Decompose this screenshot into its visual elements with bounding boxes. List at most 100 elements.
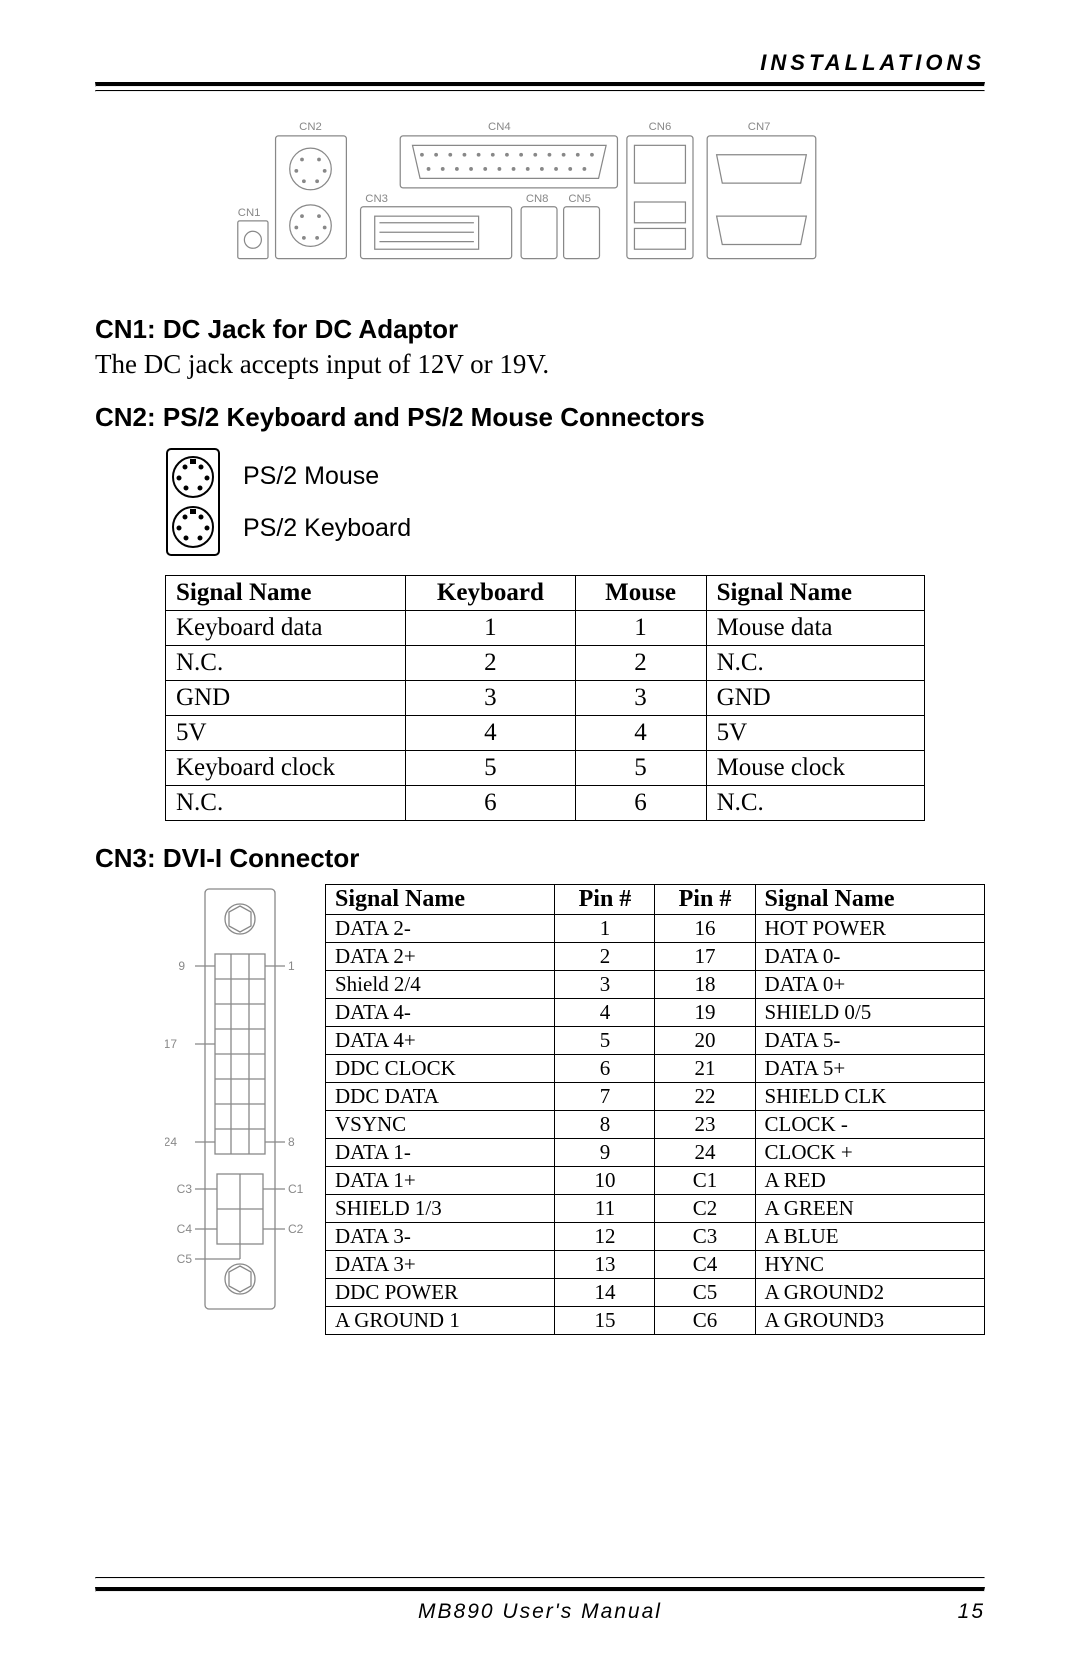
table-cell: HOT POWER <box>755 915 985 943</box>
header-rule-thick <box>95 82 985 87</box>
table-cell: DATA 3+ <box>326 1251 555 1279</box>
svg-text:C4: C4 <box>177 1222 193 1236</box>
table-cell: C3 <box>655 1223 755 1251</box>
table-cell: Mouse clock <box>706 751 924 786</box>
table-cell: Keyboard data <box>166 611 406 646</box>
svg-text:C5: C5 <box>177 1252 193 1266</box>
table-cell: A GROUND3 <box>755 1307 985 1335</box>
diagram-label-cn3: CN3 <box>365 193 388 205</box>
table-cell: 20 <box>655 1027 755 1055</box>
table-cell: 16 <box>655 915 755 943</box>
table-cell: 2 <box>406 646 575 681</box>
rear-panel-diagram: CN2 CN1 CN3 CN4 CN5 CN6 CN7 CN8 <box>220 117 860 292</box>
table-cell: A RED <box>755 1167 985 1195</box>
table-cell: 14 <box>555 1279 655 1307</box>
table-cell: A GROUND2 <box>755 1279 985 1307</box>
table-cell: DATA 2+ <box>326 943 555 971</box>
diagram-label-cn8: CN8 <box>526 193 549 205</box>
svg-text:C2: C2 <box>288 1222 304 1236</box>
table-cell: 21 <box>655 1055 755 1083</box>
table-cell: 23 <box>655 1111 755 1139</box>
table-cell: 7 <box>555 1083 655 1111</box>
table-cell: 5 <box>575 751 706 786</box>
table-row: DDC CLOCK621DATA 5+ <box>326 1055 985 1083</box>
cn1-title: CN1: DC Jack for DC Adaptor <box>95 314 985 345</box>
table-cell: 1 <box>555 915 655 943</box>
table-cell: 6 <box>406 786 575 821</box>
table-cell: C5 <box>655 1279 755 1307</box>
table-cell: N.C. <box>166 646 406 681</box>
diagram-label-cn6: CN6 <box>649 121 672 133</box>
table-cell: C2 <box>655 1195 755 1223</box>
section-header: INSTALLATIONS <box>95 50 985 76</box>
diagram-label-cn7: CN7 <box>748 121 771 133</box>
cn3-th-3: Signal Name <box>755 885 985 915</box>
table-cell: DDC POWER <box>326 1279 555 1307</box>
table-cell: CLOCK - <box>755 1111 985 1139</box>
svg-text:8: 8 <box>288 1135 295 1149</box>
ps2-keyboard-label: PS/2 Keyboard <box>243 502 411 554</box>
table-row: Keyboard clock55Mouse clock <box>166 751 925 786</box>
header-rule-thin <box>95 90 985 92</box>
dvi-diagram: 1 8 9 17 24 C1 C2 C3 C4 C5 <box>165 884 305 1335</box>
table-cell: DATA 5+ <box>755 1055 985 1083</box>
table-row: DATA 3+13C4HYNC <box>326 1251 985 1279</box>
table-row: SHIELD 1/311C2A GREEN <box>326 1195 985 1223</box>
table-cell: 22 <box>655 1083 755 1111</box>
table-cell: C1 <box>655 1167 755 1195</box>
table-row: DATA 2-116HOT POWER <box>326 915 985 943</box>
table-cell: A GROUND 1 <box>326 1307 555 1335</box>
table-cell: DATA 0+ <box>755 971 985 999</box>
table-cell: HYNC <box>755 1251 985 1279</box>
table-cell: N.C. <box>706 786 924 821</box>
table-cell: 1 <box>575 611 706 646</box>
cn3-th-2: Pin # <box>655 885 755 915</box>
ps2-mouse-label: PS/2 Mouse <box>243 450 411 502</box>
table-row: DDC POWER14C5A GROUND2 <box>326 1279 985 1307</box>
table-row: DATA 4-419SHIELD 0/5 <box>326 999 985 1027</box>
table-cell: SHIELD 1/3 <box>326 1195 555 1223</box>
table-cell: 5 <box>555 1027 655 1055</box>
cn3-pinout-table: Signal Name Pin # Pin # Signal Name DATA… <box>325 884 985 1335</box>
table-cell: 11 <box>555 1195 655 1223</box>
table-row: N.C.66N.C. <box>166 786 925 821</box>
table-cell: C4 <box>655 1251 755 1279</box>
table-cell: GND <box>166 681 406 716</box>
svg-text:17: 17 <box>165 1037 177 1051</box>
table-cell: 5 <box>406 751 575 786</box>
table-row: Shield 2/4318DATA 0+ <box>326 971 985 999</box>
table-cell: DATA 1- <box>326 1139 555 1167</box>
table-cell: DATA 4- <box>326 999 555 1027</box>
table-cell: Mouse data <box>706 611 924 646</box>
table-cell: 3 <box>406 681 575 716</box>
svg-text:1: 1 <box>288 959 295 973</box>
cn2-title: CN2: PS/2 Keyboard and PS/2 Mouse Connec… <box>95 402 985 433</box>
cn2-pinout-table: Signal Name Keyboard Mouse Signal Name K… <box>165 575 925 821</box>
cn1-text: The DC jack accepts input of 12V or 19V. <box>95 349 985 380</box>
table-cell: 10 <box>555 1167 655 1195</box>
table-row: VSYNC823CLOCK - <box>326 1111 985 1139</box>
svg-text:C3: C3 <box>177 1182 193 1196</box>
table-cell: A BLUE <box>755 1223 985 1251</box>
table-cell: DATA 5- <box>755 1027 985 1055</box>
table-cell: 1 <box>406 611 575 646</box>
table-row: DATA 1-924CLOCK + <box>326 1139 985 1167</box>
table-row: GND33GND <box>166 681 925 716</box>
table-row: DATA 3-12C3A BLUE <box>326 1223 985 1251</box>
table-cell: 9 <box>555 1139 655 1167</box>
table-cell: GND <box>706 681 924 716</box>
table-row: DATA 1+10C1A RED <box>326 1167 985 1195</box>
table-cell: SHIELD CLK <box>755 1083 985 1111</box>
cn3-title: CN3: DVI-I Connector <box>95 843 985 874</box>
table-row: Keyboard data11Mouse data <box>166 611 925 646</box>
diagram-label-cn4: CN4 <box>488 121 511 133</box>
table-cell: 6 <box>575 786 706 821</box>
table-cell: N.C. <box>166 786 406 821</box>
cn2-th-2: Mouse <box>575 576 706 611</box>
table-cell: DDC CLOCK <box>326 1055 555 1083</box>
table-cell: 24 <box>655 1139 755 1167</box>
table-row: 5V445V <box>166 716 925 751</box>
cn2-th-3: Signal Name <box>706 576 924 611</box>
table-cell: N.C. <box>706 646 924 681</box>
table-cell: 3 <box>575 681 706 716</box>
